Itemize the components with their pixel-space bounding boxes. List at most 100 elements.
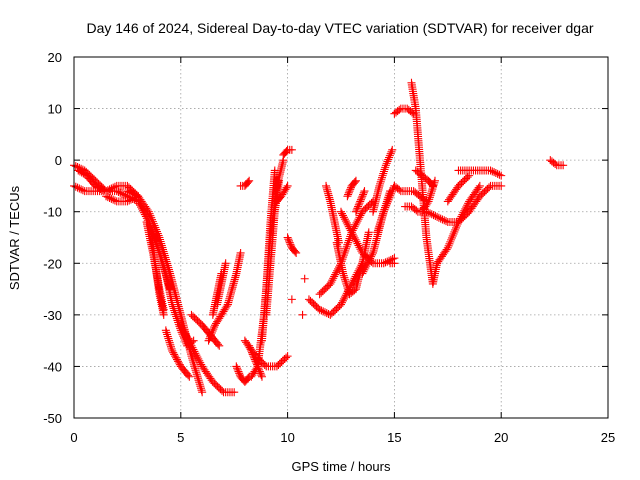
data-point-interp: [450, 227, 459, 236]
data-point-interp: [270, 168, 279, 177]
data-point-interp: [376, 177, 385, 186]
data-point-interp: [456, 214, 465, 223]
data-point-interp: [376, 218, 385, 227]
data-point-interp: [189, 345, 198, 354]
data-point-interp: [345, 224, 354, 233]
data-point-interp: [312, 302, 321, 311]
data-series-49: [454, 166, 506, 180]
data-point-interp: [341, 277, 350, 286]
data-point-interp: [170, 306, 179, 315]
data-point-interp: [212, 338, 221, 347]
data-point-interp: [378, 211, 387, 220]
data-point-interp: [452, 223, 461, 232]
data-point-interp: [421, 174, 430, 183]
data-point-interp: [184, 371, 193, 380]
data-point: [351, 207, 360, 216]
data-point-interp: [341, 244, 350, 253]
y-tick-label: -10: [43, 205, 62, 220]
data-point: [300, 274, 309, 283]
data-point-interp: [190, 362, 199, 371]
data-point-interp: [126, 195, 135, 204]
data-point-interp: [233, 364, 242, 373]
data-point-interp: [356, 211, 365, 220]
data-point-interp: [329, 274, 338, 283]
data-point-interp: [341, 217, 350, 226]
data-point-interp: [382, 159, 391, 168]
data-point-interp: [105, 185, 114, 194]
data-point-interp: [183, 334, 192, 343]
data-point-interp: [327, 278, 336, 287]
data-point-interp: [248, 348, 256, 357]
data-point-interp: [195, 356, 204, 365]
data-point-interp: [405, 202, 414, 211]
data-point: [454, 218, 463, 227]
data-point-interp: [170, 308, 179, 317]
data-point-interp: [234, 367, 243, 376]
data-point-interp: [348, 230, 357, 239]
x-tick-label: 25: [601, 430, 615, 445]
data-point-interp: [157, 241, 166, 250]
data-point-interp: [379, 209, 388, 218]
data-point: [102, 192, 111, 201]
data-point-interp: [382, 199, 391, 208]
data-series-25: [283, 233, 301, 257]
data-point-interp: [381, 258, 390, 267]
data-point-interp: [179, 326, 188, 335]
data-point-interp: [355, 243, 364, 252]
data-point-interp: [343, 284, 352, 293]
data-point-interp: [426, 209, 434, 218]
data-point-interp: [334, 236, 343, 245]
data-point-interp: [430, 178, 439, 187]
data-point-interp: [377, 175, 386, 184]
data-point-interp: [186, 339, 195, 348]
data-point: [232, 362, 241, 371]
data-point-interp: [375, 222, 384, 231]
data-point-interp: [473, 195, 482, 204]
data-point-interp: [194, 376, 203, 385]
data-point-interp: [196, 358, 205, 367]
data-point-interp: [188, 343, 197, 352]
data-point-interp: [384, 193, 393, 202]
data-point-interp: [195, 318, 204, 327]
data-point-interp: [158, 259, 167, 268]
data-point-interp: [107, 184, 116, 193]
data-point-interp: [341, 246, 350, 255]
data-point-interp: [138, 206, 147, 215]
data-point-interp: [156, 235, 165, 244]
chart-title: Day 146 of 2024, Sidereal Day-to-day VTE…: [86, 20, 593, 36]
data-point-interp: [364, 230, 373, 239]
data-point-interp: [188, 356, 197, 365]
data-point-interp: [359, 267, 368, 276]
data-point-interp: [358, 192, 367, 201]
data-point-interp: [395, 105, 404, 114]
data-point-interp: [159, 263, 168, 272]
data-point: [379, 207, 388, 216]
data-point-interp: [75, 167, 84, 176]
data-point-interp: [356, 245, 365, 254]
data-point-interp: [340, 273, 349, 282]
data-point-interp: [192, 351, 201, 360]
data-point-interp: [354, 200, 363, 209]
data-point-interp: [381, 163, 390, 172]
data-point-interp: [345, 234, 354, 243]
data-point-interp: [71, 162, 80, 171]
data-point-interp: [457, 212, 466, 221]
data-point-interp: [351, 235, 360, 244]
data-point-interp: [462, 174, 471, 183]
data-point: [283, 233, 292, 242]
data-point-interp: [350, 178, 359, 187]
data-point-interp: [105, 193, 114, 202]
data-point-interp: [427, 187, 436, 196]
data-point-interp: [365, 200, 374, 209]
data-point-interp: [385, 151, 394, 160]
data-point-interp: [136, 203, 145, 212]
data-point-interp: [384, 155, 393, 164]
data-point-interp: [88, 178, 97, 187]
y-tick-label: -20: [43, 256, 62, 271]
data-point-interp: [195, 380, 204, 389]
data-point-interp: [167, 298, 176, 307]
data-point-interp: [98, 186, 107, 195]
data-point-interp: [195, 378, 204, 387]
data-point-interp: [159, 308, 168, 317]
data-point-interp: [77, 168, 86, 177]
